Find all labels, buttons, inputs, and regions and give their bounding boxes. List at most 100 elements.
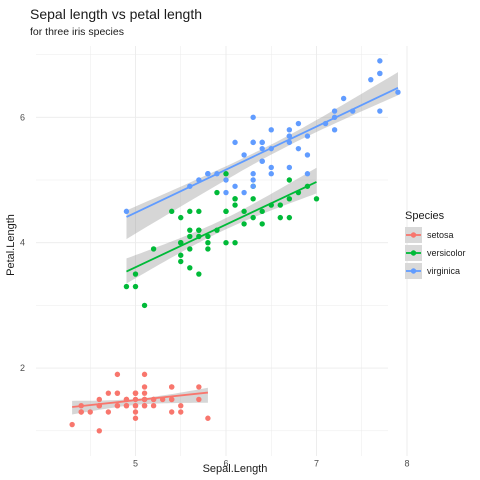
- setosa-point: [132, 415, 139, 421]
- virginica-point: [250, 171, 256, 177]
- virginica-point: [268, 127, 274, 133]
- setosa-point: [205, 415, 211, 421]
- versicolor-point: [277, 214, 283, 221]
- versicolor-point: [169, 208, 175, 215]
- virginica-point: [259, 158, 265, 164]
- versicolor-point: [214, 189, 220, 196]
- y-tick-label: 4: [20, 238, 25, 248]
- setosa-point: [105, 390, 112, 396]
- virginica-point: [377, 108, 383, 114]
- virginica-point: [295, 145, 302, 152]
- versicolor-point: [187, 246, 193, 252]
- versicolor-point: [223, 208, 229, 215]
- versicolor-point: [241, 208, 247, 215]
- setosa-point: [196, 396, 202, 403]
- versicolor-point: [286, 177, 293, 183]
- setosa-point: [169, 384, 175, 390]
- virginica-point: [268, 164, 274, 171]
- virginica-point: [304, 152, 311, 158]
- y-tick-label: 2: [20, 363, 25, 373]
- virginica-point: [377, 58, 383, 64]
- virginica-point: [232, 183, 238, 189]
- setosa-point: [96, 396, 103, 403]
- versicolor-point: [259, 221, 265, 227]
- versicolor-point: [223, 240, 229, 246]
- virginica-point: [286, 127, 293, 133]
- versicolor-confidence-band: [126, 167, 317, 284]
- setosa-legend-label: setosa: [427, 230, 454, 240]
- fit-lines: [72, 87, 399, 408]
- x-tick-label: 8: [404, 458, 409, 468]
- setosa-point: [141, 390, 148, 396]
- setosa-fit-line: [72, 391, 208, 408]
- versicolor-point: [187, 227, 193, 233]
- setosa-point: [114, 390, 121, 396]
- setosa-point: [141, 371, 148, 378]
- versicolor-point: [141, 302, 148, 309]
- versicolor-point: [178, 258, 184, 265]
- setosa-point: [123, 403, 130, 409]
- virginica-point: [223, 177, 229, 183]
- versicolor-point: [187, 208, 193, 215]
- virginica-point: [259, 139, 265, 146]
- versicolor-point: [232, 202, 238, 208]
- setosa-point: [132, 390, 139, 396]
- setosa-point: [178, 409, 184, 415]
- setosa-point: [141, 384, 148, 390]
- virginica-point: [286, 133, 293, 139]
- x-tick-label: 5: [133, 458, 138, 468]
- setosa-point: [169, 396, 175, 403]
- versicolor-point: [132, 283, 139, 290]
- versicolor-point: [196, 227, 202, 233]
- versicolor-legend-key-point: [410, 250, 417, 256]
- setosa-point: [96, 428, 103, 434]
- versicolor-legend-label: versicolor: [427, 248, 466, 258]
- setosa-point: [105, 409, 112, 415]
- virginica-point: [123, 208, 130, 215]
- versicolor-point: [178, 214, 184, 221]
- setosa-point: [114, 403, 121, 409]
- setosa-confidence-band: [72, 387, 208, 415]
- versicolor-point: [277, 202, 283, 208]
- virginica-legend-key-point: [410, 268, 417, 274]
- versicolor-point: [178, 252, 184, 258]
- versicolor-point: [178, 240, 184, 246]
- versicolor-point: [250, 196, 256, 202]
- legend: Species setosa versicolor virginica: [405, 210, 466, 279]
- virginica-point: [331, 127, 338, 133]
- y-axis-title: Petal.Length: [5, 214, 17, 276]
- virginica-point: [241, 189, 247, 196]
- x-tick-label: 7: [314, 458, 319, 468]
- virginica-point: [259, 145, 265, 152]
- virginica-point: [286, 164, 293, 171]
- virginica-point: [304, 133, 311, 139]
- setosa-point: [87, 409, 93, 415]
- data-points: [69, 58, 401, 434]
- virginica-point: [232, 139, 238, 146]
- setosa-point: [132, 409, 139, 415]
- versicolor-point: [196, 271, 202, 277]
- virginica-point: [205, 171, 211, 177]
- setosa-point: [69, 421, 75, 428]
- virginica-fit-line: [126, 87, 399, 218]
- setosa-point: [196, 384, 202, 390]
- virginica-legend-label: virginica: [427, 266, 460, 276]
- setosa-point: [169, 409, 175, 415]
- versicolor-point: [232, 196, 238, 202]
- versicolor-point: [123, 283, 130, 290]
- x-tick-label: 6: [223, 458, 228, 468]
- virginica-point: [368, 76, 374, 83]
- versicolor-point: [187, 233, 193, 240]
- versicolor-point: [132, 271, 139, 277]
- virginica-point: [340, 95, 347, 102]
- versicolor-point: [286, 214, 293, 221]
- versicolor-point: [205, 246, 211, 252]
- virginica-point: [331, 108, 338, 114]
- virginica-point: [377, 70, 383, 77]
- setosa-legend-key-point: [410, 232, 417, 238]
- versicolor-point: [313, 196, 320, 202]
- versicolor-point: [241, 221, 247, 227]
- x-axis-title: Sepal.Length: [203, 463, 268, 475]
- setosa-point: [114, 371, 121, 378]
